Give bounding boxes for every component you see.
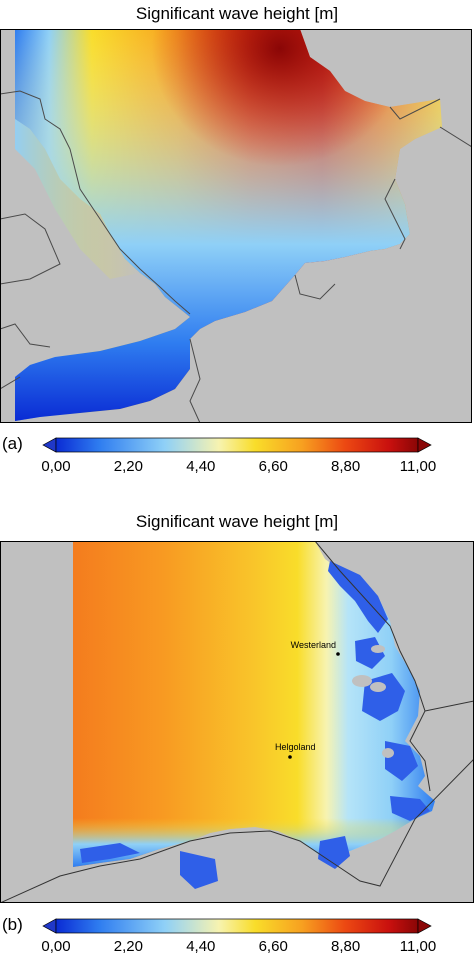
scale-tick-label: 6,60	[258, 458, 288, 475]
place-label-helgoland: Helgoland	[275, 742, 316, 752]
panel-b-title: Significant wave height [m]	[135, 512, 339, 531]
scale-tick-label: 0,00	[41, 458, 71, 475]
scale-max-arrow-icon	[417, 437, 432, 453]
scale-tick-label: 0,00	[41, 938, 71, 955]
scale-tick-label: 2,20	[113, 938, 143, 955]
scale-max-arrow-icon	[417, 918, 432, 934]
scale-tick-label: 8,80	[330, 938, 361, 955]
panel-a-wave-height-map	[0, 29, 472, 423]
scale-tick-label: 11,00	[399, 458, 437, 475]
scale-tick-label: 4,40	[186, 458, 216, 475]
scale-tick-label: 4,40	[186, 938, 216, 955]
place-label-westerland: Westerland	[291, 640, 336, 650]
panel-b-label: (b)	[2, 915, 23, 934]
panel-b-color-scale	[42, 918, 432, 934]
panel-a-title: Significant wave height [m]	[135, 4, 339, 23]
panel-a-label: (a)	[2, 434, 23, 453]
scale-min-arrow-icon	[42, 437, 57, 453]
scale-tick-label: 11,00	[399, 938, 437, 955]
place-helgoland: Helgoland	[275, 742, 316, 759]
scale-tick-label: 2,20	[113, 458, 143, 475]
scale-min-arrow-icon	[42, 918, 57, 934]
scale-tick-label: 6,60	[258, 938, 288, 955]
scale-tick-label: 8,80	[330, 458, 361, 475]
place-westerland: Westerland	[291, 640, 340, 656]
panel-a-color-scale	[42, 437, 432, 453]
panel-b-wave-height-map: Westerland Helgoland	[0, 541, 474, 903]
